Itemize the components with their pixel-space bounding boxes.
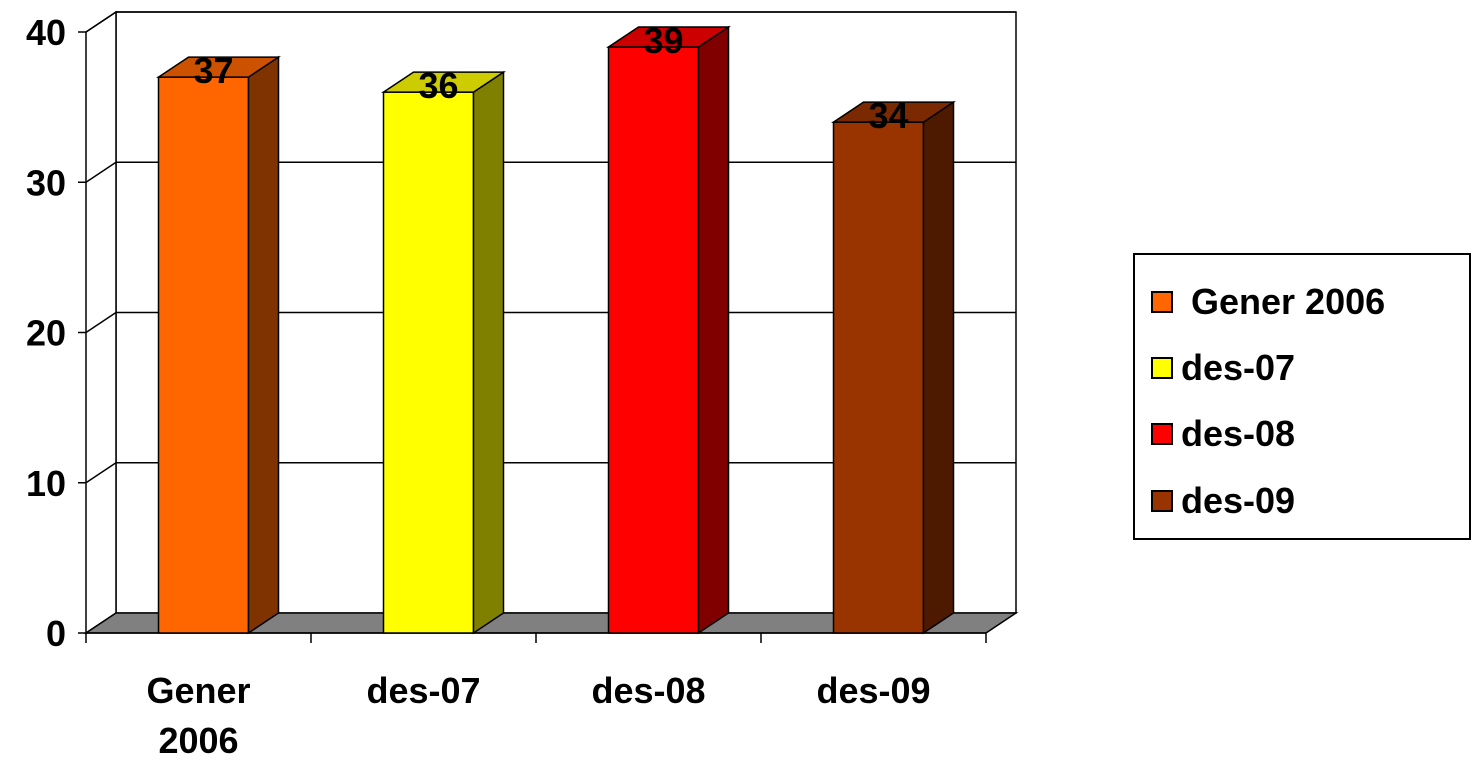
legend-item: des-09 (1151, 480, 1296, 521)
legend-label: Gener 2006 (1181, 281, 1386, 322)
legend-label: des-07 (1181, 347, 1296, 388)
legend-swatch (1151, 291, 1173, 313)
data-label: 39 (643, 20, 683, 61)
bar-side (922, 100, 955, 635)
bar-side (697, 25, 730, 635)
data-label: 36 (418, 65, 458, 106)
bar (607, 46, 700, 634)
bar-top (381, 71, 506, 93)
gridline-side (85, 311, 117, 334)
legend-swatch (1151, 357, 1173, 379)
bar (382, 91, 475, 634)
data-label: 34 (868, 95, 908, 136)
x-axis-tick-label: des-07 (366, 670, 480, 711)
y-axis-tick-label: 0 (46, 613, 66, 654)
legend-item: Gener 2006 (1151, 281, 1386, 322)
y-axis-tick-label: 20 (26, 313, 66, 354)
legend-label: des-09 (1181, 480, 1296, 521)
data-label: 37 (193, 50, 233, 91)
y-axis-tick-label: 30 (26, 162, 66, 203)
bar-side (472, 70, 505, 635)
legend-swatch (1151, 423, 1173, 445)
legend-item: des-08 (1151, 413, 1296, 454)
chart-legend: Gener 2006 des-07 des-08 des-09 (1133, 253, 1471, 540)
x-axis-tick-label: 2006 (158, 720, 238, 761)
bar-side (247, 55, 280, 635)
y-axis-tick-label: 40 (26, 12, 66, 53)
gridline-side (85, 161, 117, 183)
legend-item: des-07 (1151, 347, 1296, 388)
bar-top (831, 101, 956, 123)
y-axis-tick-label: 10 (26, 463, 66, 504)
gridline-side (85, 462, 117, 484)
legend-swatch (1151, 490, 1173, 512)
gridline-side (85, 11, 117, 33)
bar (157, 76, 250, 634)
x-axis-tick-label: des-08 (591, 670, 705, 711)
bar (832, 121, 925, 634)
legend-label: des-08 (1181, 413, 1296, 454)
x-axis-tick-label: Gener (146, 670, 250, 711)
bar-top (156, 56, 281, 78)
bar-top (606, 26, 731, 48)
x-axis-tick-label: des-09 (816, 670, 930, 711)
